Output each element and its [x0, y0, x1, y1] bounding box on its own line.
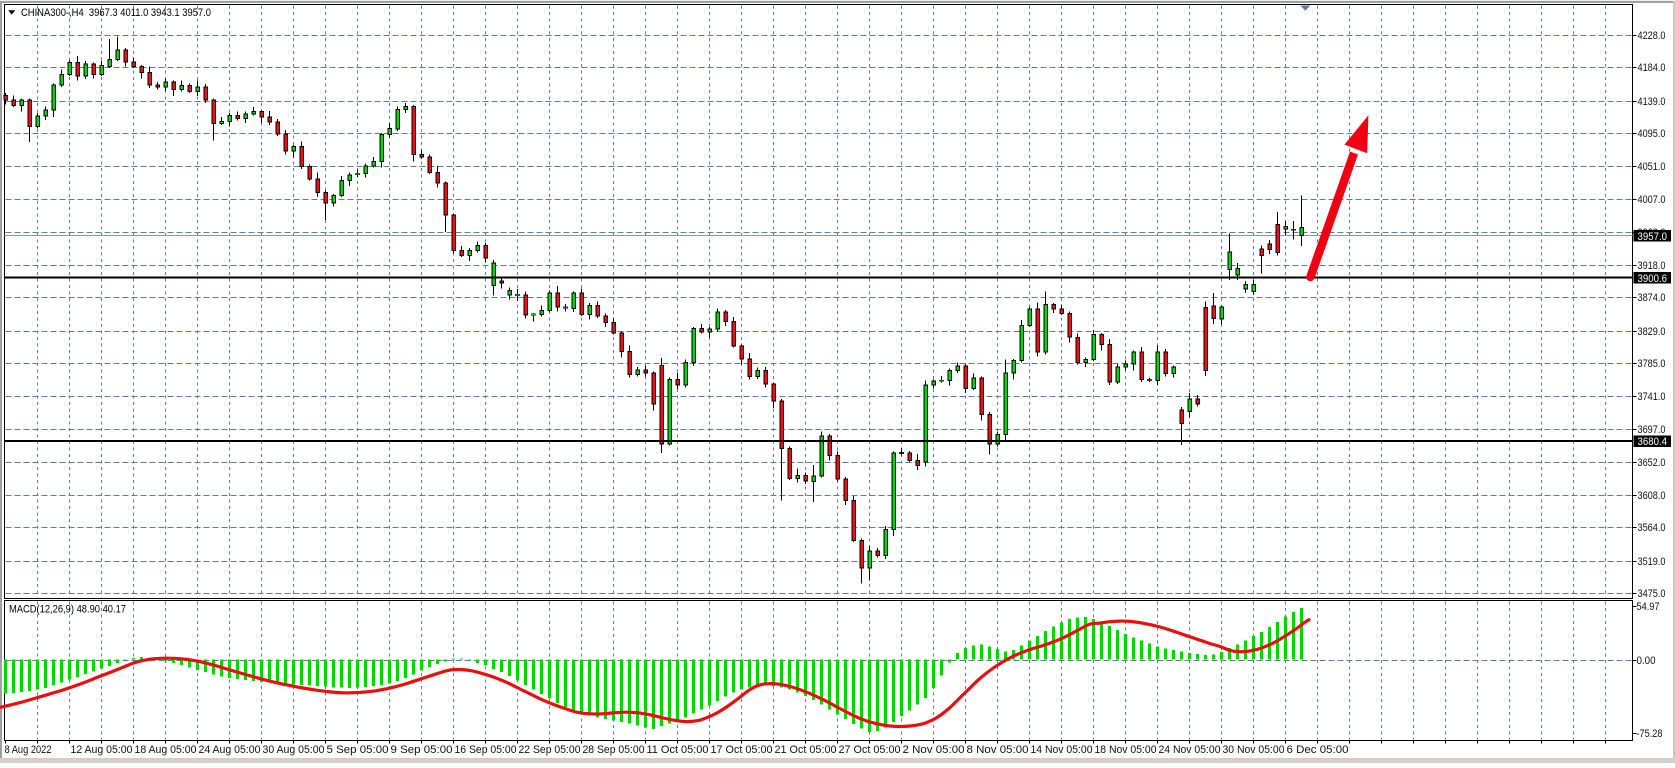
svg-text:24 Nov 05:00: 24 Nov 05:00: [1159, 744, 1221, 756]
svg-text:4228.0: 4228.0: [1638, 30, 1666, 42]
svg-text:4184.0: 4184.0: [1638, 62, 1666, 74]
svg-text:5 Sep 05:00: 5 Sep 05:00: [327, 744, 389, 756]
svg-text:3741.0: 3741.0: [1638, 391, 1666, 403]
svg-text:27 Oct 05:00: 27 Oct 05:00: [839, 744, 901, 756]
svg-text:18 Aug 05:00: 18 Aug 05:00: [135, 744, 197, 756]
svg-text:3829.0: 3829.0: [1638, 326, 1666, 338]
svg-text:MACD(12,26,9) 48.90 40.17: MACD(12,26,9) 48.90 40.17: [9, 604, 126, 616]
svg-text:3475.0: 3475.0: [1638, 588, 1666, 600]
svg-text:14 Nov 05:00: 14 Nov 05:00: [1031, 744, 1093, 756]
svg-text:54.97: 54.97: [1637, 601, 1660, 613]
svg-text:30 Aug 05:00: 30 Aug 05:00: [263, 744, 325, 756]
svg-text:0.00: 0.00: [1637, 655, 1656, 667]
svg-text:8 Nov 05:00: 8 Nov 05:00: [967, 744, 1029, 756]
svg-text:4139.0: 4139.0: [1638, 96, 1666, 108]
svg-text:12 Aug 05:00: 12 Aug 05:00: [71, 744, 133, 756]
svg-text:-75.28: -75.28: [1637, 728, 1663, 740]
svg-text:24 Aug 05:00: 24 Aug 05:00: [199, 744, 261, 756]
svg-text:11 Oct 05:00: 11 Oct 05:00: [647, 744, 709, 756]
svg-text:3680.4: 3680.4: [1638, 436, 1668, 448]
svg-text:3957.0: 3957.0: [1638, 231, 1668, 243]
svg-text:9 Sep 05:00: 9 Sep 05:00: [391, 744, 453, 756]
svg-text:21 Oct 05:00: 21 Oct 05:00: [775, 744, 837, 756]
svg-text:18 Nov 05:00: 18 Nov 05:00: [1095, 744, 1157, 756]
svg-text:22 Sep 05:00: 22 Sep 05:00: [519, 744, 581, 756]
svg-text:2 Nov 05:00: 2 Nov 05:00: [903, 744, 965, 756]
svg-text:6 Dec 05:00: 6 Dec 05:00: [1287, 744, 1349, 756]
svg-text:17 Oct 05:00: 17 Oct 05:00: [711, 744, 773, 756]
svg-text:3785.0: 3785.0: [1638, 358, 1666, 370]
svg-text:3519.0: 3519.0: [1638, 556, 1666, 568]
svg-text:3918.0: 3918.0: [1638, 260, 1666, 272]
svg-text:4007.0: 4007.0: [1638, 194, 1666, 206]
svg-text:3652.0: 3652.0: [1638, 457, 1666, 469]
svg-text:3608.0: 3608.0: [1638, 490, 1666, 502]
svg-text:3900.6: 3900.6: [1638, 273, 1668, 285]
svg-text:4095.0: 4095.0: [1638, 128, 1666, 140]
svg-text:3564.0: 3564.0: [1638, 522, 1666, 534]
svg-text:30 Nov 05:00: 30 Nov 05:00: [1223, 744, 1285, 756]
svg-text:8 Aug 2022: 8 Aug 2022: [5, 744, 52, 756]
svg-text:16 Sep 05:00: 16 Sep 05:00: [455, 744, 517, 756]
svg-text:28 Sep 05:00: 28 Sep 05:00: [583, 744, 645, 756]
svg-text:CHINA300-,H4 3967.3 4011.0 39: CHINA300-,H4 3967.3 4011.0 3943.1 3957.0: [21, 7, 211, 19]
svg-text:4051.0: 4051.0: [1638, 161, 1666, 173]
svg-text:3874.0: 3874.0: [1638, 292, 1666, 304]
svg-text:3697.0: 3697.0: [1638, 424, 1666, 436]
